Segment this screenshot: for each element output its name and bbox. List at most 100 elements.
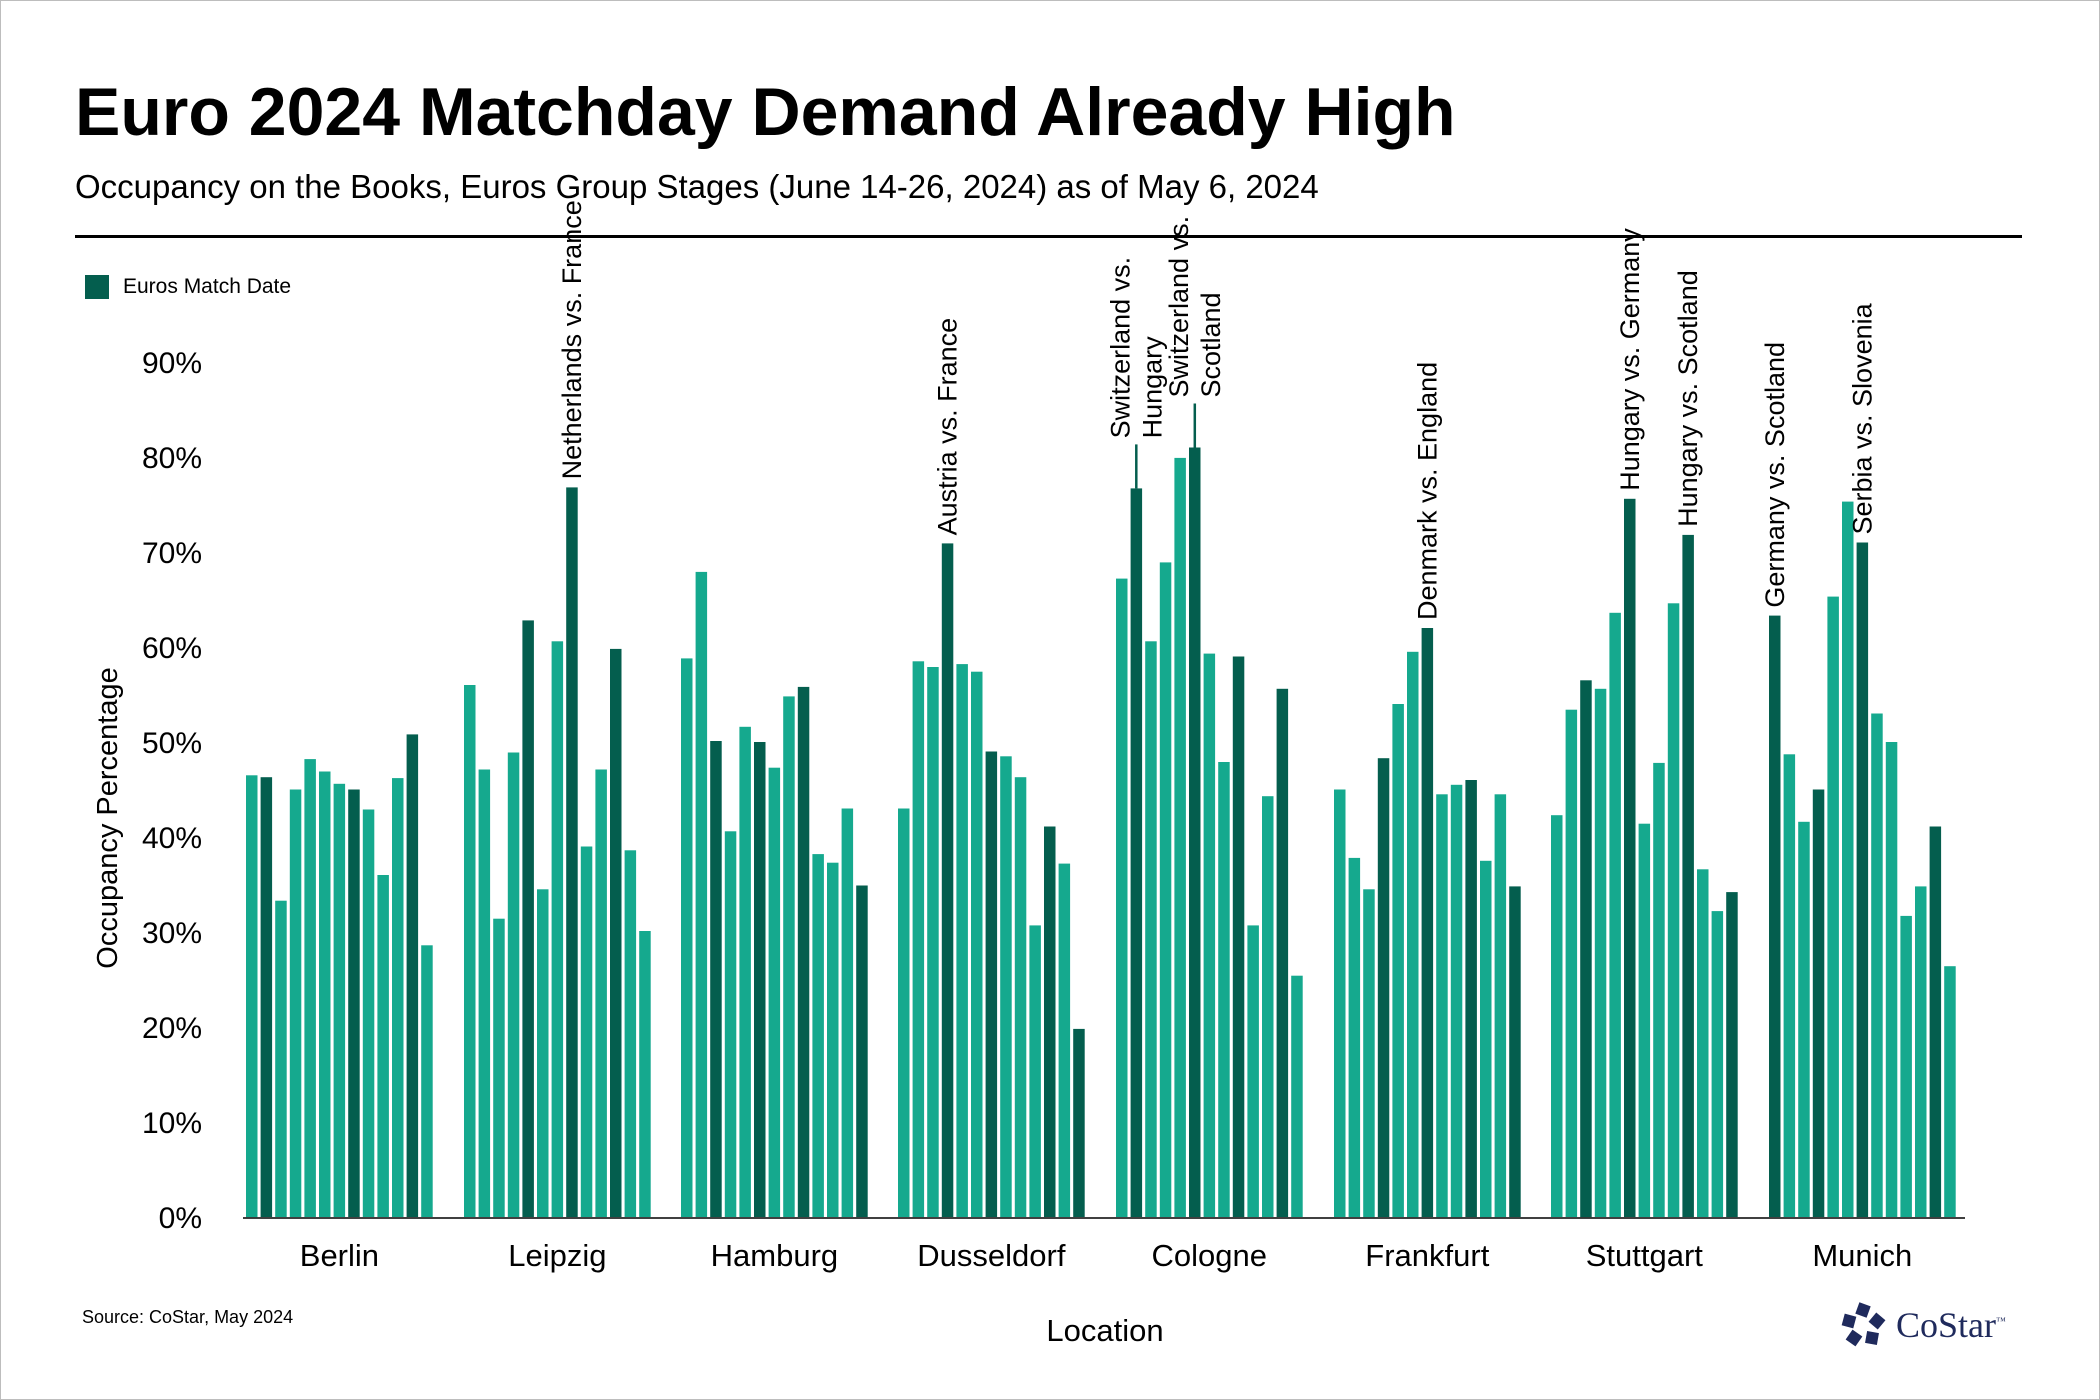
annotation-line: Germany vs. Scotland bbox=[1760, 342, 1790, 608]
match-day-bar bbox=[1377, 758, 1390, 1217]
match-day-bar bbox=[1682, 534, 1694, 1217]
match-day-bar bbox=[1856, 542, 1869, 1217]
match-annotation: Serbia vs. Slovenia bbox=[1847, 302, 1877, 534]
y-tick-label: 90% bbox=[142, 347, 202, 380]
bar bbox=[1363, 889, 1375, 1218]
x-tick-label: Frankfurt bbox=[1365, 1238, 1489, 1273]
bar bbox=[971, 671, 983, 1217]
bar bbox=[392, 778, 404, 1217]
bar bbox=[1842, 501, 1854, 1218]
match-day-bar bbox=[1509, 886, 1521, 1217]
x-tick-label: Cologne bbox=[1152, 1238, 1267, 1273]
y-tick-label: 20% bbox=[142, 1012, 202, 1045]
bar bbox=[1885, 742, 1898, 1217]
brand-name: CoStar™ bbox=[1896, 1305, 2006, 1345]
match-day-bar bbox=[985, 751, 998, 1217]
bar bbox=[956, 664, 968, 1217]
bar bbox=[1203, 653, 1216, 1217]
match-day-bar bbox=[1580, 680, 1592, 1218]
bar bbox=[1247, 925, 1259, 1217]
y-tick-label: 0% bbox=[159, 1202, 202, 1235]
match-day-bar bbox=[1812, 789, 1825, 1217]
bar bbox=[912, 661, 925, 1218]
x-tick-label: Munich bbox=[1812, 1238, 1912, 1273]
match-day-bar bbox=[1276, 688, 1289, 1217]
bar bbox=[507, 752, 520, 1217]
bar bbox=[1218, 762, 1230, 1217]
bar bbox=[1392, 704, 1404, 1217]
annotation-line: Hungary vs. Scotland bbox=[1673, 270, 1703, 527]
bar bbox=[1480, 860, 1492, 1218]
annotation-line: Denmark vs. England bbox=[1412, 362, 1442, 620]
bar bbox=[1014, 777, 1027, 1217]
bar bbox=[319, 771, 331, 1217]
bar bbox=[304, 759, 316, 1217]
bar bbox=[246, 775, 258, 1218]
match-day-bar bbox=[1624, 498, 1636, 1217]
bar bbox=[1029, 925, 1041, 1217]
y-tick-label: 40% bbox=[142, 822, 202, 855]
bar bbox=[1145, 641, 1157, 1217]
annotation-line: Scotland bbox=[1196, 292, 1226, 397]
bar bbox=[1594, 688, 1607, 1217]
bar bbox=[1667, 603, 1680, 1217]
bar bbox=[580, 846, 593, 1217]
match-day-bar bbox=[941, 543, 954, 1217]
bar bbox=[1159, 562, 1172, 1217]
bar bbox=[624, 850, 637, 1217]
costar-logo: CoStar™ bbox=[1840, 1302, 2006, 1348]
match-day-bar bbox=[1465, 780, 1477, 1217]
bar bbox=[695, 571, 708, 1217]
match-annotation: Netherlands vs. France bbox=[557, 200, 587, 479]
bar bbox=[1450, 784, 1463, 1218]
bar bbox=[1697, 869, 1709, 1217]
bar bbox=[1494, 794, 1507, 1218]
annotation-line: Serbia vs. Slovenia bbox=[1847, 302, 1877, 534]
bar bbox=[927, 667, 939, 1217]
legend: Euros Match Date bbox=[85, 275, 291, 299]
annotation-line: Switzerland vs. bbox=[1164, 216, 1194, 398]
match-day-bar bbox=[1726, 892, 1738, 1217]
y-tick-label: 10% bbox=[142, 1107, 202, 1140]
match-annotation: Germany vs. Scotland bbox=[1760, 342, 1790, 608]
bar bbox=[1262, 796, 1274, 1217]
x-tick-label: Stuttgart bbox=[1586, 1238, 1704, 1273]
bar bbox=[1915, 886, 1927, 1217]
bar bbox=[783, 696, 795, 1217]
match-annotation: Austria vs. France bbox=[933, 318, 963, 536]
match-annotation: Denmark vs. England bbox=[1412, 362, 1442, 620]
x-tick-label: Dusseldorf bbox=[917, 1238, 1066, 1273]
bar bbox=[1827, 596, 1839, 1217]
annotation-line: Hungary vs. Germany bbox=[1615, 228, 1645, 491]
bar bbox=[1348, 857, 1361, 1217]
bar bbox=[377, 875, 389, 1217]
legend-swatch-match bbox=[85, 275, 109, 299]
x-tick-label: Leipzig bbox=[508, 1238, 606, 1273]
bar bbox=[595, 769, 607, 1217]
match-day-bar bbox=[1232, 656, 1245, 1217]
x-tick-label: Hamburg bbox=[711, 1238, 839, 1273]
match-day-bar bbox=[1073, 1028, 1085, 1217]
bar bbox=[275, 900, 287, 1217]
bar bbox=[551, 641, 564, 1217]
match-annotation: Hungary vs. Germany bbox=[1615, 228, 1645, 491]
x-tick-label: Berlin bbox=[300, 1238, 379, 1273]
bar bbox=[1291, 975, 1303, 1217]
match-day-bar bbox=[406, 734, 419, 1217]
bar bbox=[1944, 966, 1956, 1217]
match-day-bar bbox=[260, 777, 273, 1217]
source-note: Source: CoStar, May 2024 bbox=[82, 1307, 294, 1327]
bar bbox=[639, 931, 651, 1217]
match-day-bar bbox=[856, 885, 868, 1217]
match-day-bar bbox=[522, 620, 534, 1217]
bar bbox=[1900, 915, 1912, 1217]
bar bbox=[827, 862, 839, 1217]
bar bbox=[1653, 762, 1665, 1217]
title-divider bbox=[75, 235, 2022, 238]
bar bbox=[1783, 754, 1796, 1217]
match-day-bar bbox=[797, 686, 810, 1217]
bar bbox=[1871, 713, 1883, 1217]
match-day-bar bbox=[754, 742, 766, 1217]
match-day-bar bbox=[1130, 488, 1143, 1217]
match-day-bar bbox=[566, 487, 578, 1217]
